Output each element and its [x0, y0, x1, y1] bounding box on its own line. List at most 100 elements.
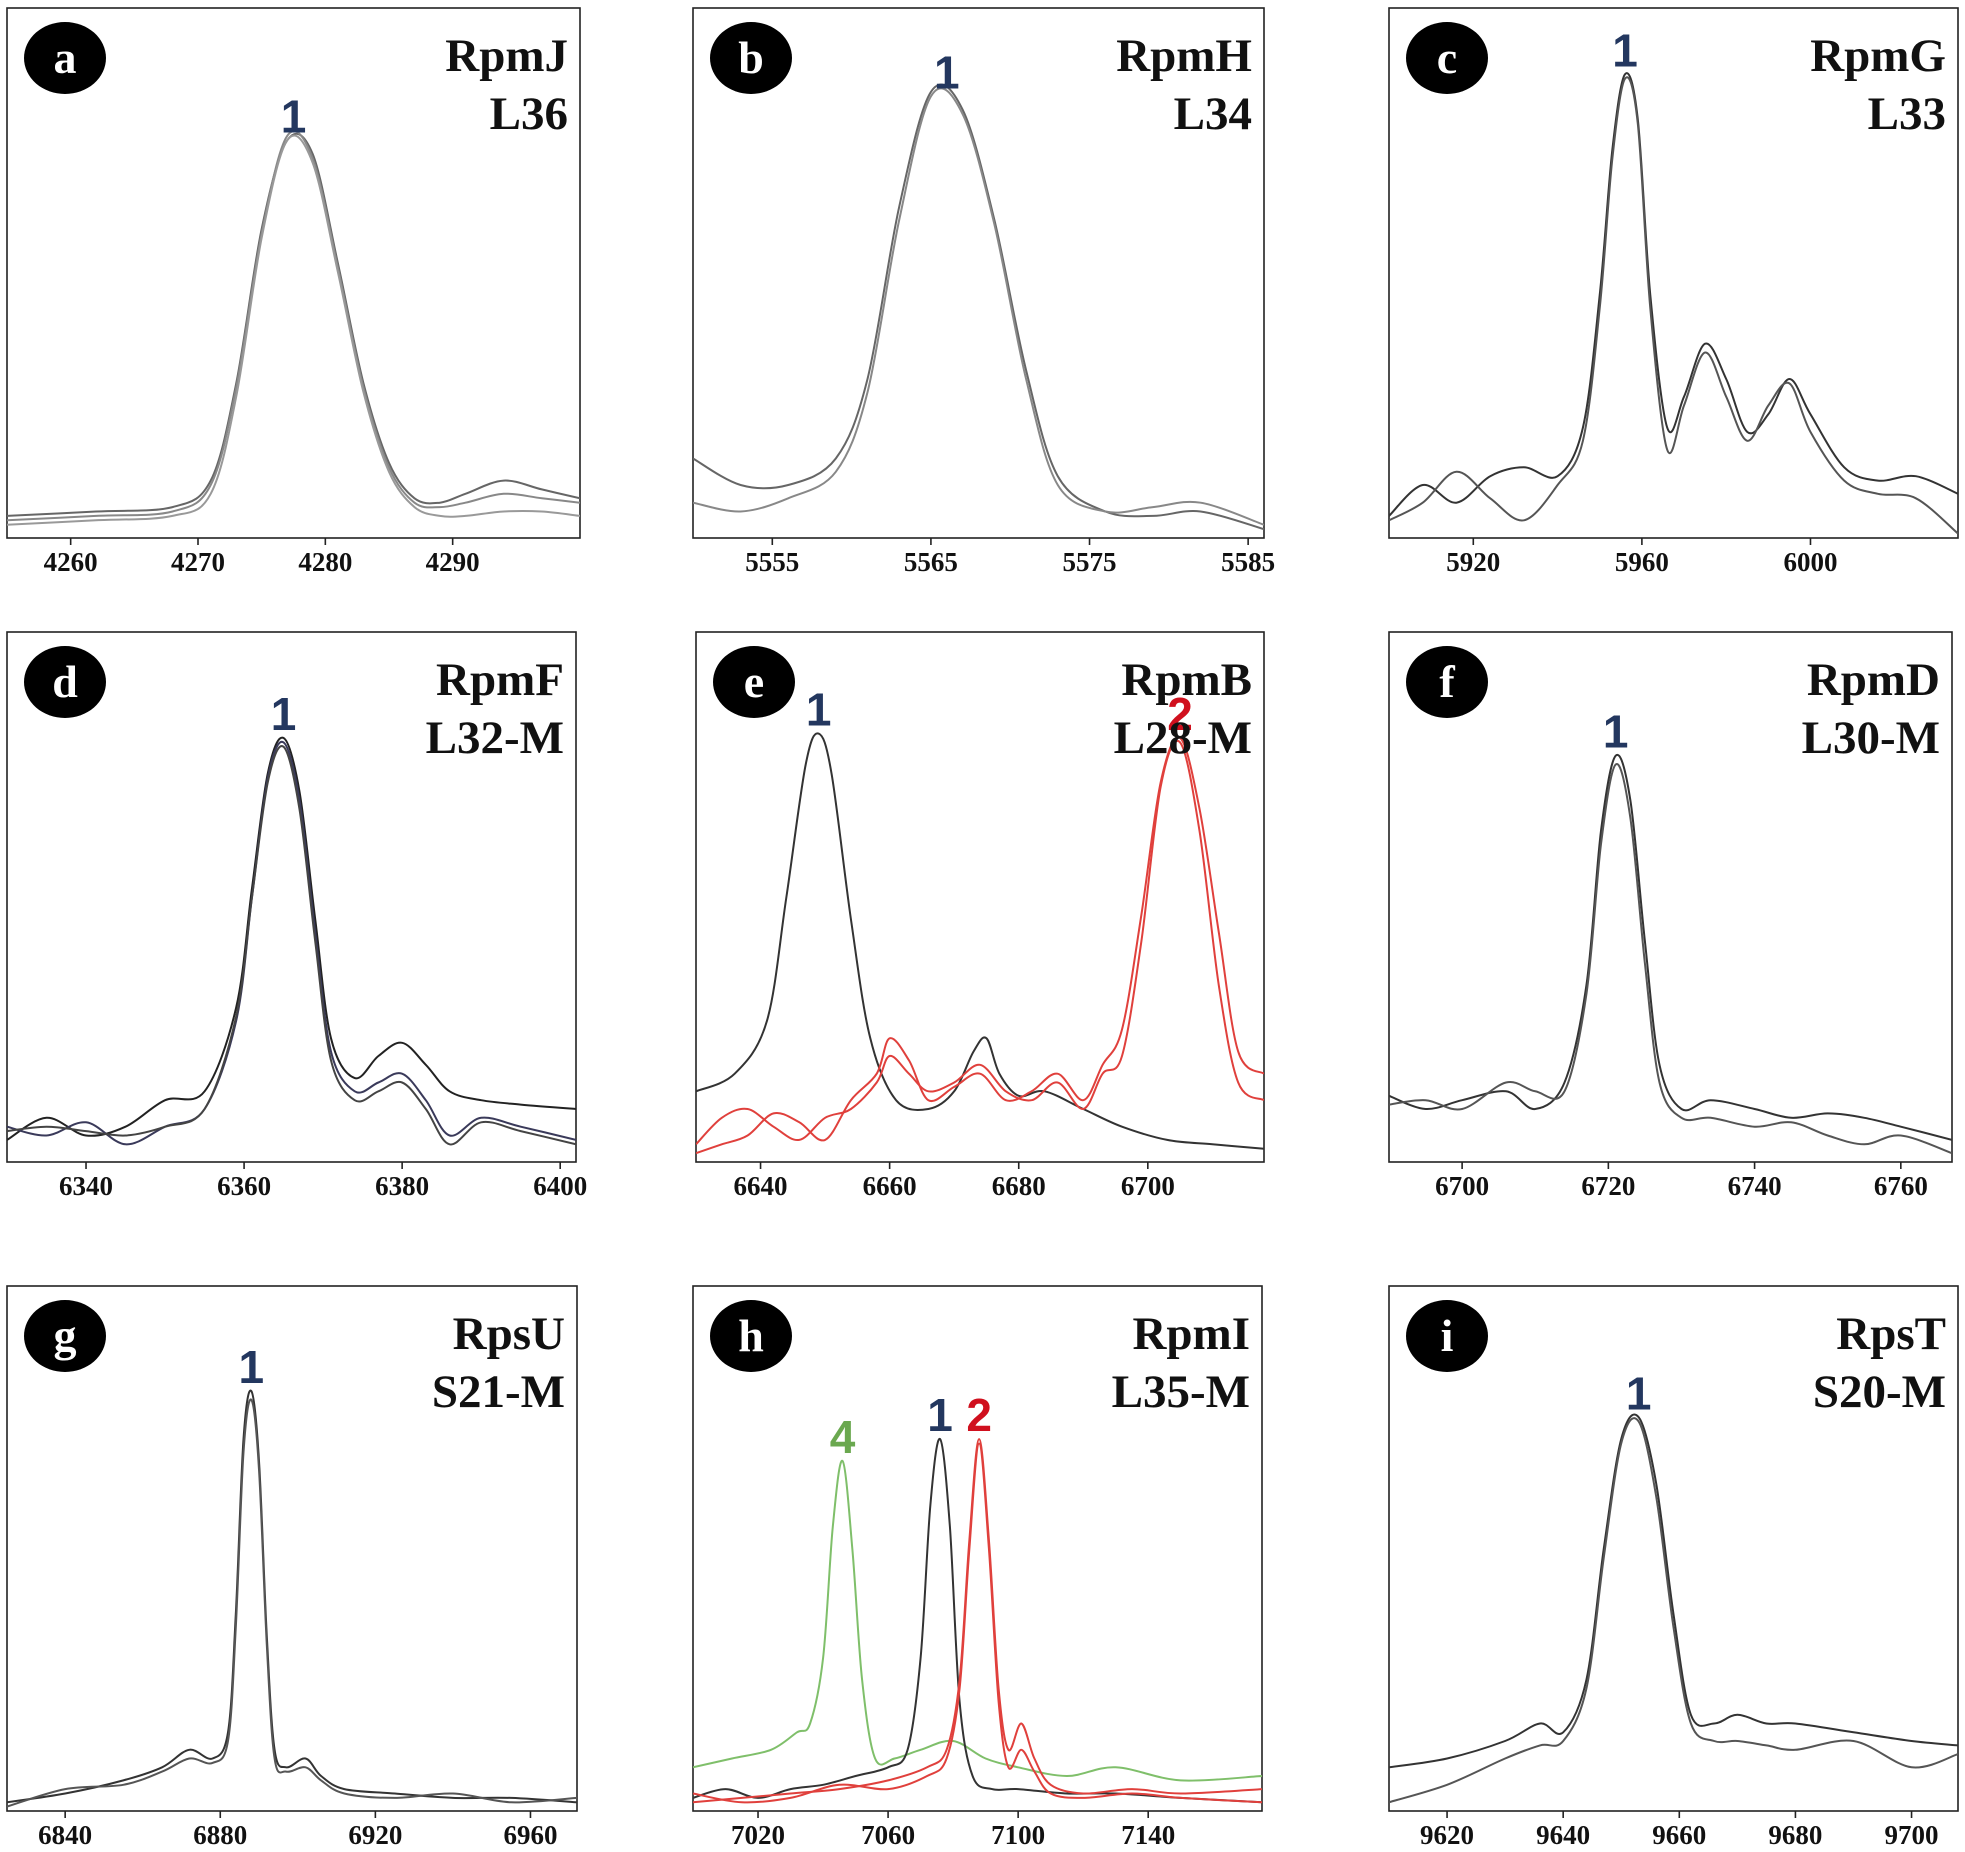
protein-name: L33 [1868, 88, 1946, 140]
panel-letter-badge [24, 646, 106, 718]
panel-letter-badge [710, 1300, 792, 1372]
peak-label: 1 [1603, 706, 1629, 758]
series-line-2 [1389, 763, 1952, 1155]
x-tick-label: 6920 [348, 1820, 402, 1850]
x-tick-label: 6760 [1874, 1171, 1928, 1201]
gene-name: RpmI [1132, 1308, 1250, 1360]
protein-name: L28-M [1114, 712, 1252, 764]
x-tick-label: 6700 [1121, 1171, 1175, 1201]
panel-letter: g [54, 1310, 77, 1361]
series-line-1 [7, 736, 576, 1141]
x-tick-label: 6720 [1581, 1171, 1635, 1201]
protein-name: S21-M [432, 1366, 565, 1418]
series-line-2 [7, 740, 576, 1146]
x-tick-label: 6640 [734, 1171, 788, 1201]
plot-frame [6, 1285, 578, 1812]
peak-label: 1 [281, 91, 307, 143]
peak-label: 1 [927, 1389, 953, 1441]
protein-name: L30-M [1802, 712, 1940, 764]
plot-frame [6, 7, 581, 539]
panel-letter: f [1439, 656, 1455, 707]
peak-label: 1 [1612, 24, 1638, 76]
panel-letter-badge [1406, 646, 1488, 718]
x-tick-label: 5565 [904, 547, 958, 577]
x-tick-label: 7100 [991, 1820, 1045, 1850]
series-line-3 [7, 134, 580, 526]
series-line-2 [693, 1438, 1262, 1804]
series-line-1 [693, 1459, 1262, 1782]
panel-letter-badge [24, 22, 106, 94]
x-tick-label: 7020 [731, 1820, 785, 1850]
peak-label: 1 [271, 688, 297, 740]
gene-name: RpmB [1121, 654, 1252, 706]
plot-frame [6, 631, 577, 1163]
gene-name: RpsT [1836, 1308, 1946, 1360]
x-tick-label: 9640 [1536, 1820, 1590, 1850]
x-tick-label: 6660 [863, 1171, 917, 1201]
series-line-1 [1389, 72, 1958, 517]
panel-c: 5920 5960 6000 1 c RpmG L33 [1388, 7, 1959, 577]
series-line-3 [7, 745, 576, 1146]
series-line-1 [7, 132, 580, 517]
panel-i: 9620 9640 9660 9680 9700 1 i RpsT S20-M [1388, 1285, 1959, 1850]
peak-label: 2 [966, 1389, 992, 1441]
x-tick-label: 5555 [745, 547, 799, 577]
panel-letter-badge [713, 646, 795, 718]
x-tick-label: 6960 [503, 1820, 557, 1850]
x-tick-label: 6000 [1783, 547, 1837, 577]
peak-label: 1 [238, 1341, 264, 1393]
x-tick-label: 5920 [1446, 547, 1500, 577]
gene-name: RpmD [1807, 654, 1940, 706]
series-line-1 [693, 83, 1264, 531]
x-tick-label: 5960 [1615, 547, 1669, 577]
protein-name: L32-M [426, 712, 564, 764]
peak-label: 1 [806, 684, 832, 736]
gene-name: RpsU [453, 1308, 565, 1360]
gene-name: RpmJ [445, 30, 568, 82]
plot-frame [692, 7, 1265, 539]
panel-letter: i [1441, 1310, 1454, 1361]
x-tick-label: 5585 [1221, 547, 1275, 577]
panel-letter-badge [1406, 22, 1488, 94]
series-line-2 [7, 130, 580, 522]
x-tick-label: 9660 [1652, 1820, 1706, 1850]
x-tick-label: 4270 [171, 547, 225, 577]
series-line-1 [7, 1389, 577, 1804]
x-tick-label: 4290 [426, 547, 480, 577]
x-tick-label: 9700 [1885, 1820, 1939, 1850]
x-tick-label: 7060 [861, 1820, 915, 1850]
x-tick-label: 9620 [1420, 1820, 1474, 1850]
x-tick-label: 6840 [38, 1820, 92, 1850]
panel-letter: e [744, 656, 764, 707]
series-line-2 [1389, 1417, 1958, 1804]
x-tick-label: 7140 [1121, 1820, 1175, 1850]
gene-name: RpmF [436, 654, 564, 706]
x-tick-label: 6380 [375, 1171, 429, 1201]
series-line-1 [1389, 1413, 1958, 1769]
x-tick-label: 6340 [59, 1171, 113, 1201]
peak-label: 1 [1626, 1367, 1652, 1419]
protein-name: S20-M [1813, 1366, 1946, 1418]
plot-frame [1388, 7, 1959, 539]
series-line-1 [696, 732, 1264, 1150]
series-line-3 [693, 1438, 1262, 1804]
panel-h: 7020 7060 7100 7140 4 1 2 h RpmI L35-M [692, 1285, 1263, 1850]
panel-d: 6340 6360 6380 6400 1 d RpmF L32-M [6, 631, 587, 1201]
panel-letter: a [54, 32, 77, 83]
panel-e: 6640 6660 6680 6700 1 2 e RpmB L28-M [695, 631, 1265, 1201]
panel-letter: c [1437, 32, 1457, 83]
series-line-3 [696, 736, 1264, 1155]
panel-a: 4260 4270 4280 4290 1 a RpmJ L36 [6, 7, 581, 577]
plot-frame [1388, 1285, 1959, 1812]
x-tick-label: 6740 [1728, 1171, 1782, 1201]
x-tick-label: 6880 [193, 1820, 247, 1850]
peak-label: 1 [934, 46, 960, 98]
peak-label: 2 [1167, 688, 1193, 740]
plot-frame [1388, 631, 1953, 1163]
panel-f: 6700 6720 6740 6760 1 f RpmD L30-M [1388, 631, 1953, 1201]
panel-letter: h [738, 1310, 764, 1361]
series-line-1 [1389, 753, 1952, 1141]
series-line-2 [693, 87, 1264, 526]
plot-frame [692, 1285, 1263, 1812]
peak-label: 4 [830, 1411, 856, 1463]
